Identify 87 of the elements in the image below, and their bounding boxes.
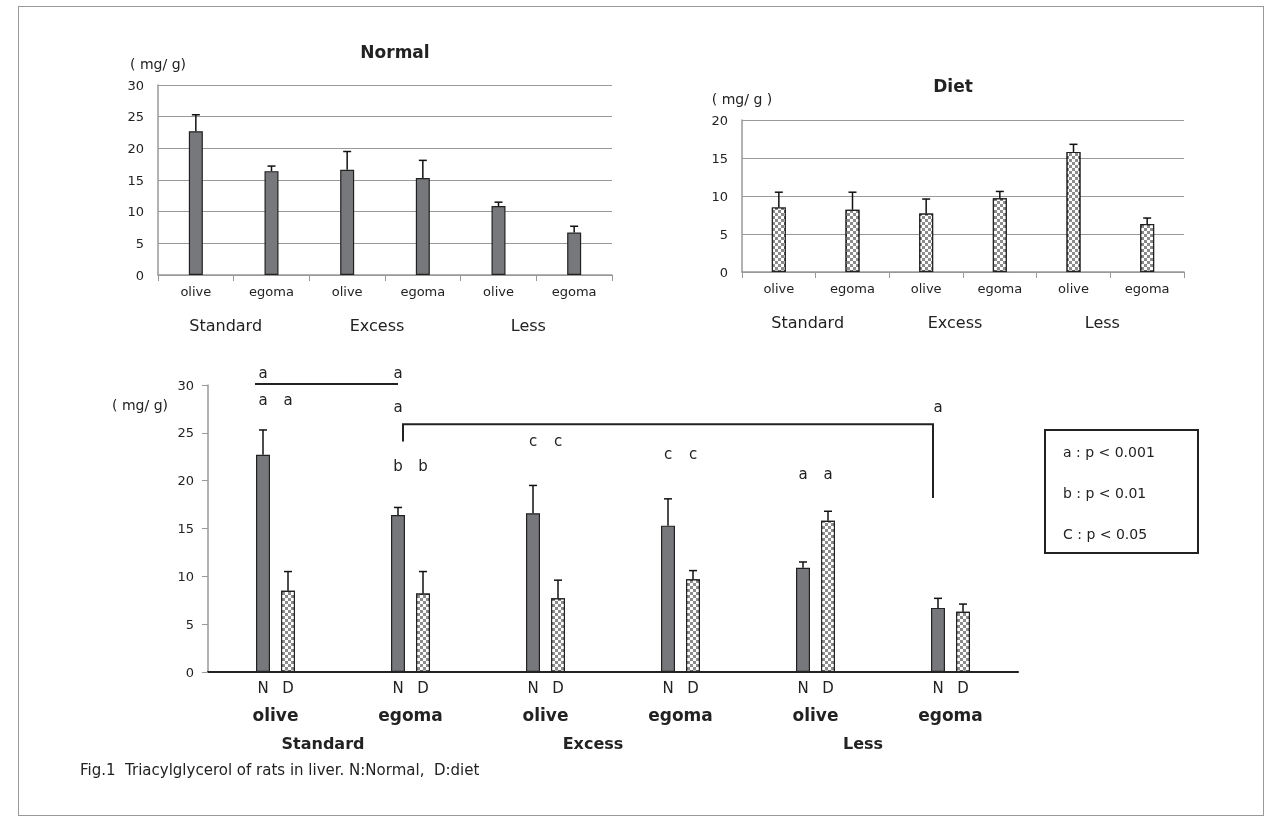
bar (340, 169, 355, 275)
y-tick-label: 30 (127, 77, 144, 93)
x-tick-label: olive (763, 281, 795, 296)
annotation: a (933, 398, 943, 416)
y-tick-label: 5 (185, 616, 194, 632)
y-tick-label: 20 (711, 112, 728, 128)
x-tick-label: olive (331, 284, 363, 299)
y-tick-label: 5 (719, 226, 728, 242)
annotation: b (418, 457, 428, 476)
y-tick-label: 10 (127, 204, 144, 220)
text: Standard (189, 315, 263, 335)
y-tick-label: 20 (177, 473, 194, 489)
annotation: c (688, 444, 698, 463)
text: Less (842, 733, 884, 753)
y-tick-label: 0 (185, 664, 194, 680)
text: C : p < 0.05 (1063, 526, 1148, 542)
y-tick-label: 20 (127, 140, 144, 156)
y-tick-label: 5 (135, 235, 144, 251)
x-tick-label: egoma (830, 281, 875, 296)
text: b : p < 0.01 (1063, 485, 1147, 501)
text: Standard (281, 733, 365, 753)
y-tick-label: 15 (127, 172, 144, 188)
y-axis-title: ( mg/ g ) (711, 91, 773, 107)
text: Less (1084, 312, 1120, 332)
text: D (417, 678, 429, 697)
y-tick-label: 10 (177, 568, 194, 584)
y-tick-label: 0 (135, 267, 144, 283)
annotation: a (393, 398, 403, 416)
text: N (662, 678, 674, 697)
series-label: D (282, 678, 294, 697)
x-tick-label: olive (522, 704, 569, 725)
bar (188, 131, 203, 275)
annotation: a (823, 464, 833, 483)
annotation: a (283, 391, 293, 410)
y-tick-label: 15 (711, 150, 728, 166)
text: Less (510, 315, 546, 335)
y-axis-title: ( mg/ g) (112, 397, 168, 413)
x-tick-label: egoma (400, 284, 446, 299)
text: D (957, 678, 969, 697)
text: a (258, 363, 268, 382)
bar (567, 232, 582, 275)
x-tick-label: olive (252, 704, 299, 725)
caption: Fig.1 Triacylglycerol of rats in liver. N:Normal, D:diet (80, 761, 480, 779)
y-tick-label: 10 (711, 188, 728, 204)
chart-title: Normal (360, 41, 430, 62)
annotation: a (258, 391, 268, 410)
text: D (552, 678, 564, 697)
y-tick-label: 25 (177, 425, 194, 441)
y-tick-label: 30 (177, 377, 194, 393)
x-tick-label: olive (483, 284, 514, 299)
annotation: c (663, 444, 673, 463)
text: Excess (349, 315, 405, 335)
text: D (687, 678, 699, 697)
y-tick-label: 25 (127, 109, 144, 125)
annotation: b (393, 457, 403, 476)
annotation: c (528, 432, 538, 451)
x-tick-label: egoma (1124, 281, 1170, 296)
text: D (822, 678, 834, 697)
text: a (393, 363, 403, 382)
series-label: N (257, 678, 269, 697)
text: a : p < 0.001 (1063, 444, 1155, 460)
bar (491, 205, 506, 275)
x-tick-label: olive (180, 284, 212, 299)
text: Excess (927, 312, 983, 332)
text: Excess (562, 733, 624, 753)
x-tick-label: olive (792, 704, 839, 725)
x-tick-label: olive (910, 281, 942, 296)
text: N (392, 678, 404, 697)
x-tick-label: egoma (648, 704, 713, 725)
x-tick-label: egoma (551, 284, 597, 299)
bar (264, 171, 279, 275)
text: N (797, 678, 809, 697)
bar (415, 178, 430, 275)
chart-title: Diet (933, 75, 973, 96)
x-tick-label: egoma (378, 704, 443, 725)
text: N (527, 678, 539, 697)
annotation: c (553, 432, 563, 451)
y-axis-title: ( mg/ g) (130, 56, 186, 72)
y-tick-label: 15 (177, 521, 194, 536)
text: N (932, 678, 944, 697)
x-tick-label: olive (1058, 281, 1089, 296)
x-tick-label: egoma (918, 704, 983, 725)
text: Standard (771, 312, 845, 332)
x-tick-label: egoma (977, 281, 1023, 296)
annotation: a (798, 464, 808, 483)
x-tick-label: egoma (249, 284, 294, 299)
y-tick-label: 0 (719, 264, 728, 280)
